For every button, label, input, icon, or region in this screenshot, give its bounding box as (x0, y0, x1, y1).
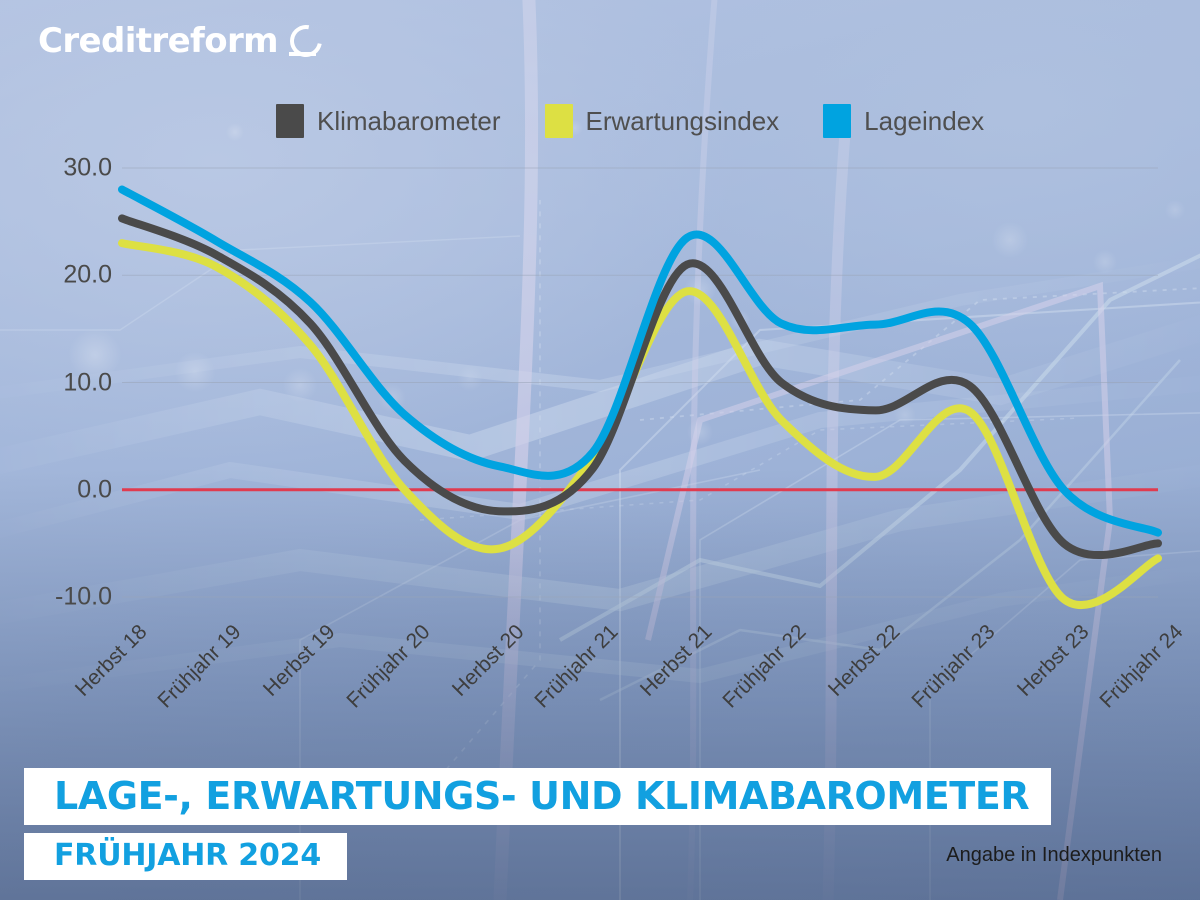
y-axis-tick: 30.0 (63, 153, 112, 182)
legend-label-lageindex: Lageindex (864, 106, 985, 136)
chart-title: LAGE-, ERWARTUNGS- UND KLIMABAROMETER (54, 774, 1030, 818)
legend-swatch-erwartungsindex (544, 104, 573, 138)
y-axis-tick: 10.0 (63, 368, 112, 396)
legend-label-klimabarometer: Klimabarometer (317, 106, 501, 136)
legend-label-erwartungsindex: Erwartungsindex (585, 106, 780, 136)
chart-title-bar: LAGE-, ERWARTUNGS- UND KLIMABAROMETER (24, 768, 1052, 825)
creditreform-c-icon (283, 18, 329, 64)
chart-subtitle-bar: FRÜHJAHR 2024 (24, 833, 347, 880)
series-line-klimabarometer (118, 214, 1162, 559)
series-line-erwartungsindex (118, 239, 1162, 610)
legend-item-klimabarometer[interactable]: Klimabarometer (276, 104, 501, 138)
creditreform-logo: Creditreform (38, 18, 329, 64)
series-line-lageindex (118, 185, 1162, 537)
logo-wordmark: Creditreform (38, 21, 279, 61)
chart-subtitle: FRÜHJAHR 2024 (54, 838, 321, 873)
legend-swatch-lageindex (823, 104, 852, 138)
y-axis-tick: 0.0 (77, 475, 112, 504)
legend-swatch-klimabarometer (276, 104, 304, 138)
chart-legend: Klimabarometer Erwartungsindex Lageindex (276, 104, 984, 138)
unit-note: Angabe in Indexpunkten (946, 844, 1162, 866)
y-axis-tick: 20.0 (63, 260, 112, 289)
legend-item-lageindex[interactable]: Lageindex (823, 104, 984, 138)
y-axis-tick: -10.0 (55, 582, 112, 611)
legend-item-erwartungsindex[interactable]: Erwartungsindex (544, 104, 780, 138)
